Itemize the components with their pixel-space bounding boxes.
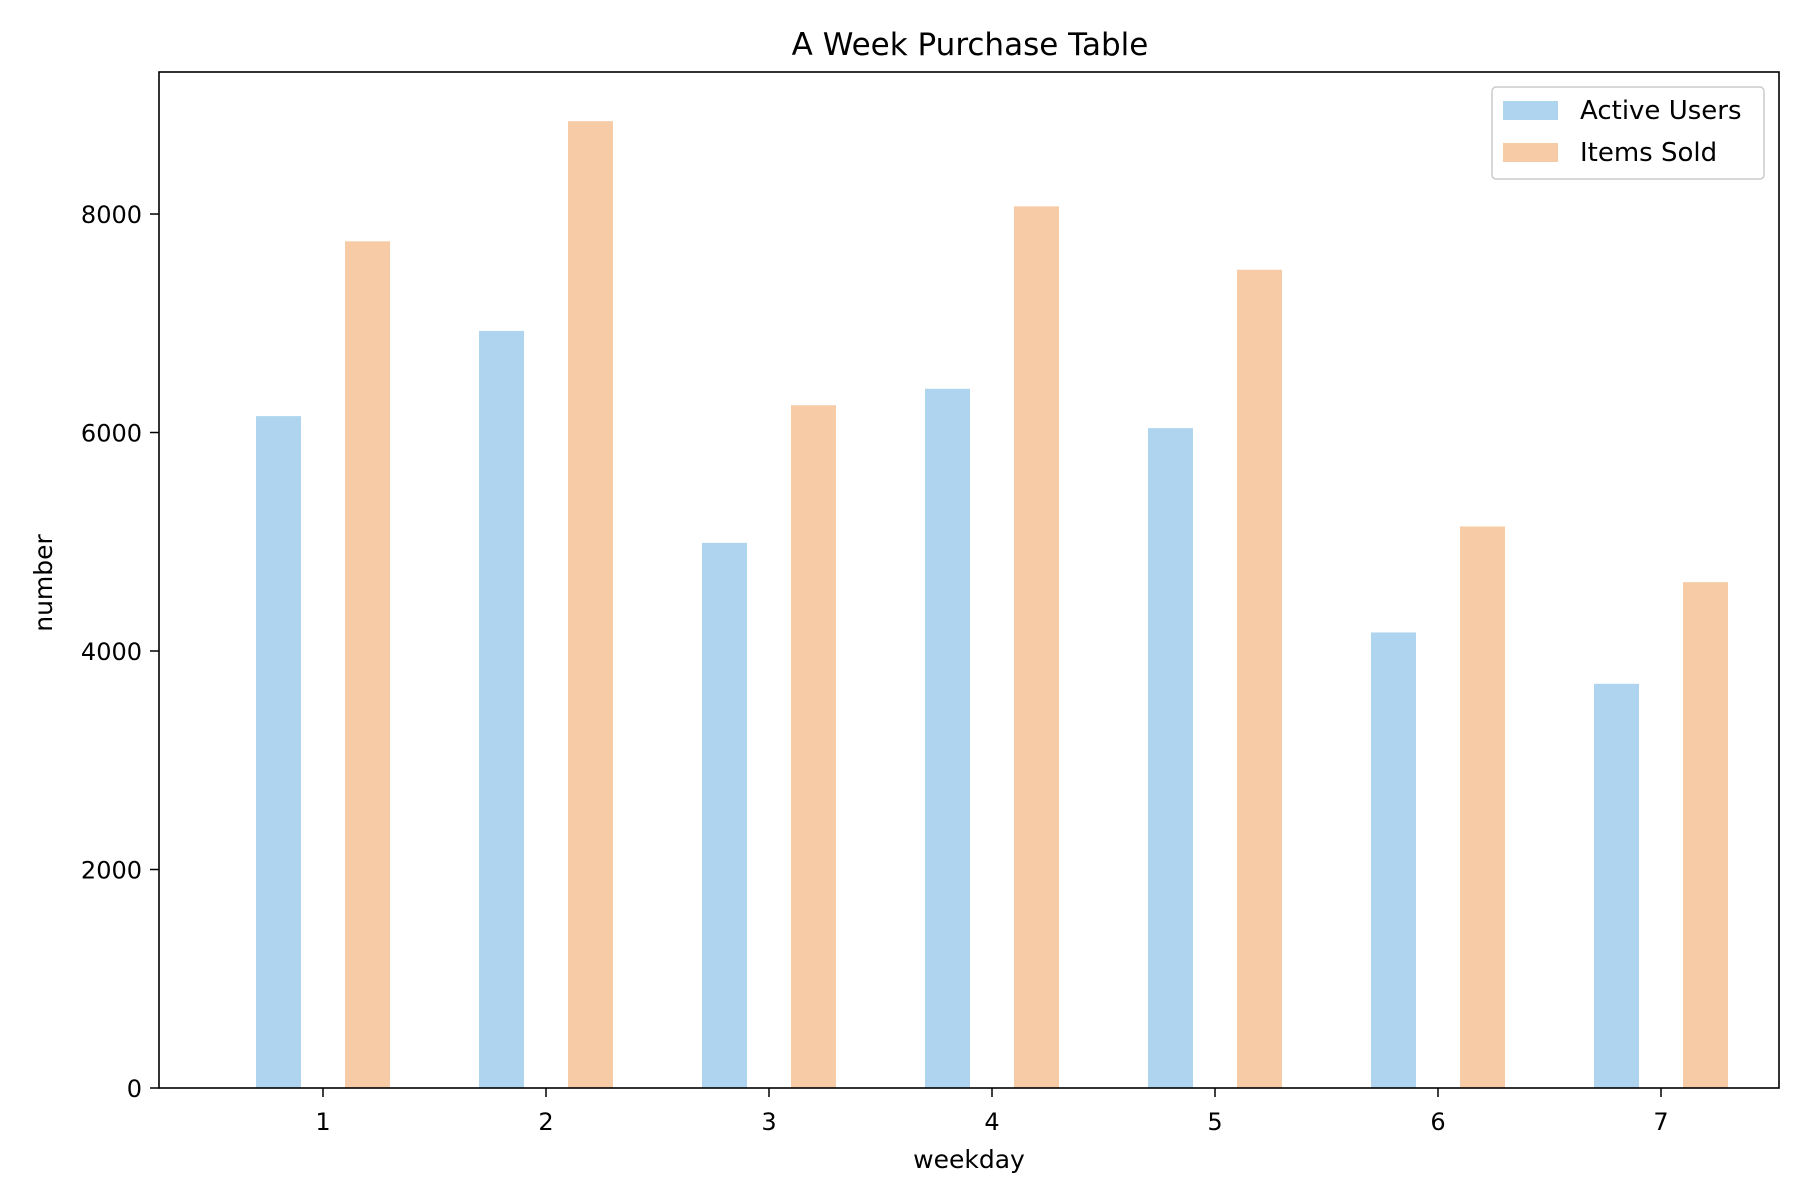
bar-active-users-1 <box>256 416 301 1088</box>
bar-active-users-2 <box>479 330 524 1088</box>
bar-active-users-7 <box>1594 683 1639 1088</box>
bar-items-sold-6 <box>1460 526 1505 1088</box>
x-axis-label: weekday <box>913 1145 1025 1174</box>
x-tick-label: 2 <box>538 1108 553 1136</box>
bar-items-sold-3 <box>791 405 836 1088</box>
plot-frame <box>158 71 1780 1089</box>
y-tick-label: 2000 <box>81 857 142 885</box>
legend-box <box>1491 86 1765 180</box>
bar-active-users-5 <box>1148 428 1193 1088</box>
bar-items-sold-4 <box>1014 206 1059 1088</box>
y-axis-ticks: 0 2000 4000 6000 8000 <box>81 201 159 1103</box>
y-tick-label: 6000 <box>81 420 142 448</box>
bar-active-users-6 <box>1371 632 1416 1088</box>
y-axis-label: number <box>29 533 58 631</box>
x-tick-label: 7 <box>1653 1108 1668 1136</box>
bar-items-sold-1 <box>345 241 390 1089</box>
bar-items-sold-7 <box>1683 582 1728 1088</box>
bar-items-sold-5 <box>1237 269 1282 1088</box>
chart-title: A Week Purchase Table <box>792 27 1149 63</box>
x-tick-label: 4 <box>984 1108 999 1136</box>
x-tick-label: 6 <box>1430 1108 1445 1136</box>
legend: Active Users Items Sold <box>1491 86 1765 180</box>
legend-swatch-active-users <box>1503 101 1558 120</box>
bar-items-sold-2 <box>568 121 613 1088</box>
y-tick-label: 0 <box>127 1075 142 1103</box>
bar-active-users-3 <box>702 542 747 1088</box>
x-tick-label: 1 <box>315 1108 330 1136</box>
bar-active-users-4 <box>925 388 970 1088</box>
legend-label-active-users: Active Users <box>1580 96 1742 126</box>
legend-label-items-sold: Items Sold <box>1580 138 1717 168</box>
x-tick-label: 5 <box>1207 1108 1222 1136</box>
x-tick-label: 3 <box>761 1108 776 1136</box>
legend-swatch-items-sold <box>1503 143 1558 162</box>
y-tick-label: 8000 <box>81 201 142 229</box>
y-tick-label: 4000 <box>81 638 142 666</box>
x-axis-ticks: 1 2 3 4 5 6 7 <box>315 1088 1669 1136</box>
bars-group <box>256 121 1728 1089</box>
